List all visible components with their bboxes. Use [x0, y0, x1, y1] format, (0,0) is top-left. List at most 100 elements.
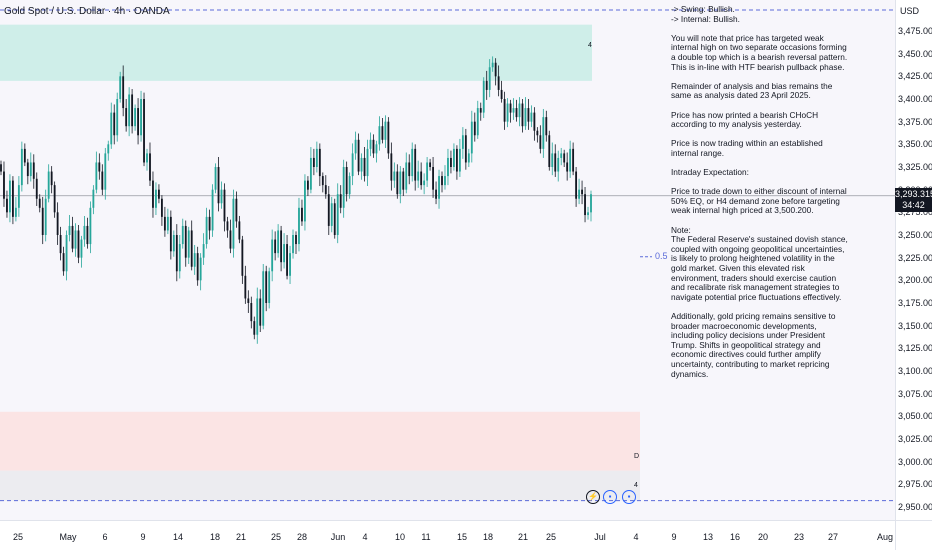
candle-body-116: [345, 167, 348, 195]
candle-body-99: [295, 235, 297, 245]
candle-body-152: [453, 148, 455, 167]
flag-event-icon[interactable]: ▪: [603, 490, 617, 504]
candle-body-162: [482, 80, 485, 113]
candle-body-181: [539, 135, 542, 149]
candle-body-164: [488, 67, 491, 90]
candle-body-110: [327, 194, 330, 226]
candle-body-0: [0, 164, 2, 172]
candle-body-173: [515, 108, 518, 118]
price-tick-label: 3,275.000: [898, 207, 932, 218]
candle-body-10: [29, 162, 32, 177]
candle-body-1: [3, 171, 5, 199]
candle-body-53: [158, 189, 160, 199]
candle-body-119: [354, 139, 357, 154]
candle-body-37: [110, 112, 113, 145]
supply-zone: [0, 24, 592, 81]
candle-body-166: [494, 62, 497, 77]
candle-body-89: [265, 271, 268, 303]
candle-body-9: [26, 162, 29, 177]
price-tick-label: 3,175.000: [898, 298, 932, 308]
candle-body-151: [450, 157, 452, 167]
candle-body-127: [378, 126, 381, 145]
candle-body-28: [83, 225, 86, 240]
candle-body-188: [560, 153, 563, 158]
candle-body-54: [160, 198, 163, 217]
flag-event-icon-2[interactable]: ▪: [622, 490, 636, 504]
candle-body-81: [241, 239, 244, 276]
candle-body-85: [253, 321, 256, 335]
candle-body-38: [113, 112, 116, 136]
time-tick-label: May: [59, 532, 77, 542]
time-tick-label: 6: [102, 532, 108, 542]
candle-body-35: [104, 153, 107, 190]
candle-body-183: [545, 117, 548, 136]
candle-body-77: [229, 230, 232, 249]
candle-body-171: [509, 103, 512, 113]
candle-body-21: [62, 253, 65, 272]
candle-body-39: [116, 99, 119, 136]
price-tick-label: 3,375.000: [898, 116, 932, 127]
candle-body-107: [318, 148, 321, 177]
candle-body-179: [533, 112, 536, 131]
candle-body-24: [71, 225, 74, 249]
time-tick-label: 9: [140, 532, 146, 542]
candle-body-80: [238, 221, 241, 240]
price-tick-label: 3,350.000: [898, 139, 932, 150]
candle-body-111: [330, 203, 333, 226]
candle-body-105: [312, 157, 315, 167]
candle-body-163: [485, 80, 488, 90]
candle-body-132: [393, 171, 396, 181]
candle-body-172: [512, 108, 515, 113]
candle-body-150: [447, 157, 449, 177]
candle-body-26: [77, 230, 80, 258]
time-tick-label: 21: [517, 532, 529, 542]
candle-body-62: [184, 225, 187, 258]
candle-body-3: [9, 180, 11, 213]
candle-body-29: [86, 225, 89, 245]
demand-zone-marker-4: 4: [634, 482, 638, 489]
candle-body-55: [163, 216, 166, 231]
price-tick-label: 3,025.000: [898, 434, 932, 444]
candle-body-138: [411, 148, 414, 177]
candle-body-68: [202, 244, 205, 258]
time-tick-label: 20: [757, 532, 769, 542]
candle-body-8: [23, 148, 26, 163]
candle-body-191: [569, 148, 572, 172]
price-tick-label: 3,075.000: [898, 388, 932, 399]
candle-body-83: [247, 298, 250, 303]
candle-body-177: [527, 108, 530, 122]
currency-label[interactable]: USD: [900, 6, 920, 16]
candle-body-114: [339, 194, 342, 208]
candle-body-147: [438, 176, 440, 199]
candle-body-44: [131, 94, 134, 127]
price-tick-label: 3,100.000: [898, 366, 932, 376]
candle-body-69: [205, 216, 208, 245]
candle-body-130: [387, 121, 390, 154]
candle-body-71: [211, 189, 214, 231]
candle-body-178: [530, 112, 533, 122]
candle-body-170: [506, 103, 509, 122]
price-tick-label: 3,150.000: [898, 320, 932, 331]
candle-body-74: [220, 189, 223, 204]
candle-body-121: [360, 157, 363, 172]
candle-body-51: [152, 180, 154, 208]
candle-body-43: [128, 94, 131, 127]
candle-body-72: [214, 167, 217, 190]
candle-body-149: [444, 176, 446, 186]
supply-zone-marker: 4: [588, 42, 592, 49]
candle-body-156: [464, 135, 467, 163]
candle-body-4: [11, 180, 14, 217]
candle-body-88: [262, 271, 265, 326]
candle-body-195: [581, 189, 583, 195]
candle-body-180: [536, 130, 539, 136]
time-tick-label: 16: [729, 532, 741, 542]
time-tick-label: 11: [421, 532, 431, 542]
symbol-title[interactable]: Gold Spot / U.S. Dollar · 4h · OANDA: [4, 6, 170, 17]
candle-body-189: [563, 153, 566, 163]
time-tick-label: 21: [235, 532, 247, 542]
time-tick-label: 10: [394, 532, 406, 542]
flash-event-icon[interactable]: ⚡: [586, 490, 600, 504]
candle-body-7: [20, 148, 23, 186]
